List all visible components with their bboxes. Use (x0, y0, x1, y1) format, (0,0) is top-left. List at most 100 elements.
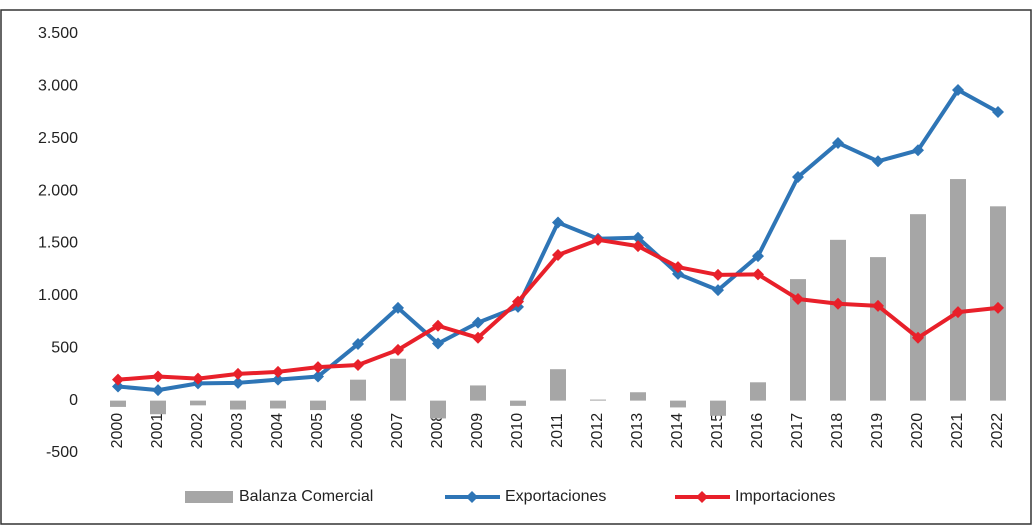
point (552, 216, 564, 229)
point (112, 380, 124, 393)
x-tick-label: 2018 (829, 413, 846, 449)
point (752, 268, 764, 281)
bar (110, 400, 126, 407)
bar (430, 400, 446, 419)
bar (950, 179, 966, 401)
bar (910, 214, 926, 401)
point (872, 155, 884, 168)
bar (830, 239, 846, 401)
point (632, 240, 644, 253)
point (832, 136, 844, 149)
point (952, 84, 964, 97)
point (392, 343, 404, 356)
point (472, 316, 484, 329)
x-tick-label: 2011 (549, 413, 566, 448)
point (832, 297, 844, 310)
y-tick-label: 2.500 (38, 130, 78, 147)
point (312, 370, 324, 383)
point (352, 359, 364, 372)
point (392, 301, 404, 314)
x-tick-label: 2013 (629, 413, 646, 449)
bar (390, 358, 406, 401)
point (512, 295, 524, 308)
x-tick-label: 2019 (869, 413, 886, 449)
point (592, 233, 604, 246)
bar (150, 400, 166, 415)
point (992, 106, 1004, 119)
point (152, 370, 164, 383)
x-tick-label: 2022 (989, 413, 1006, 449)
legend-swatch (185, 491, 233, 503)
x-tick-label: 2005 (309, 413, 326, 449)
point (752, 250, 764, 263)
y-tick-label: 3.000 (38, 78, 78, 95)
legend-marker (696, 491, 708, 503)
x-tick-label: 2003 (229, 413, 246, 449)
bar (710, 400, 726, 416)
bar (750, 382, 766, 401)
point (672, 267, 684, 280)
bar (310, 400, 326, 411)
legend-label: Balanza Comercial (239, 488, 373, 505)
point (872, 299, 884, 312)
x-tick-label: 2001 (149, 413, 166, 449)
x-tick-label: 2010 (509, 413, 526, 449)
point (632, 231, 644, 244)
bar (270, 400, 286, 409)
legend-label: Exportaciones (505, 488, 606, 505)
x-tick-label: 2020 (909, 413, 926, 449)
bar (230, 400, 246, 410)
bar (550, 369, 566, 401)
x-tick-label: 2009 (469, 413, 486, 449)
y-tick-label: 1.000 (38, 287, 78, 304)
x-tick-label: 2012 (589, 413, 606, 449)
point (912, 144, 924, 157)
x-tick-label: 2006 (349, 413, 366, 449)
bar (190, 400, 206, 406)
point (472, 331, 484, 344)
y-tick-label: 1.500 (38, 235, 78, 252)
point (432, 319, 444, 332)
point (992, 301, 1004, 314)
point (272, 373, 284, 386)
bar (790, 279, 806, 401)
point (912, 331, 924, 344)
legend-label: Importaciones (735, 488, 836, 505)
point (312, 361, 324, 374)
point (152, 384, 164, 397)
bar (590, 399, 606, 401)
point (712, 284, 724, 297)
x-tick-label: 2021 (949, 413, 966, 449)
bar (670, 400, 686, 408)
y-tick-label: 3.500 (38, 25, 78, 42)
y-tick-label: -500 (46, 444, 78, 461)
x-tick-label: 2016 (749, 413, 766, 449)
y-tick-label: 500 (51, 339, 78, 356)
point (192, 372, 204, 385)
x-tick-label: 2000 (109, 413, 126, 449)
point (712, 268, 724, 281)
point (552, 249, 564, 262)
bar (350, 379, 366, 401)
point (272, 365, 284, 378)
y-tick-label: 2.000 (38, 182, 78, 199)
bar (510, 400, 526, 406)
point (232, 376, 244, 389)
point (792, 170, 804, 183)
point (232, 367, 244, 380)
bar (630, 392, 646, 401)
point (792, 293, 804, 306)
x-tick-label: 2002 (189, 413, 206, 449)
x-tick-label: 2017 (789, 413, 806, 449)
y-tick-label: 0 (69, 392, 78, 409)
point (672, 261, 684, 274)
legend-marker (466, 491, 478, 503)
x-tick-label: 2007 (389, 413, 406, 449)
bar (470, 385, 486, 401)
x-tick-label: 2014 (669, 413, 686, 449)
point (112, 373, 124, 386)
point (952, 306, 964, 319)
chart-frame (0, 9, 1032, 525)
